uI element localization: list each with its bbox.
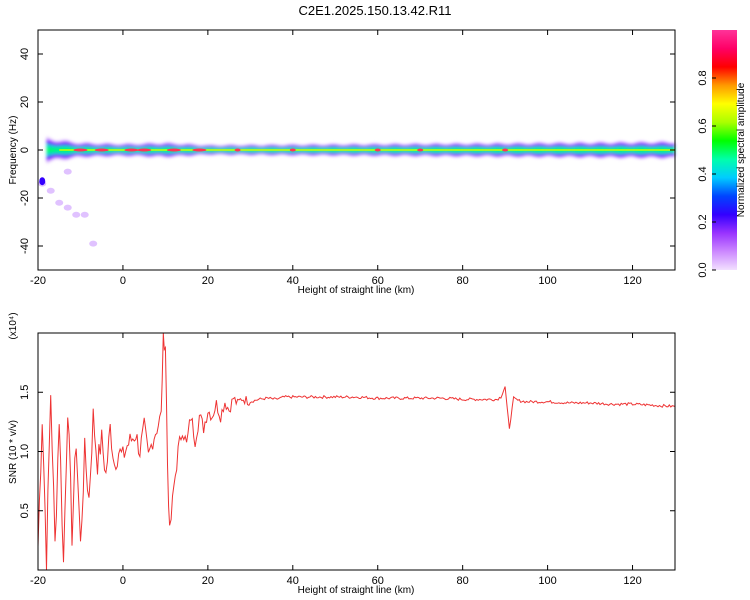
spectrogram-scatter-blob [63, 204, 72, 211]
colorbar-gradient [712, 30, 737, 270]
colorbar-tick-label: 0.2 [697, 214, 709, 229]
spectrogram-scatter-blob [55, 199, 64, 206]
spectrogram-hotspot [192, 148, 207, 152]
spectrogram-hotspot [417, 148, 424, 152]
snr-ytick-label: 0.5 [19, 503, 31, 518]
spectrogram-xtick-label: -20 [30, 275, 46, 287]
spectrogram-scatter-blob [72, 211, 81, 218]
spectrogram-panel: -20 0 20 40 60 80 100 120 -40 -20 0 20 40 Height of … [8, 29, 676, 296]
spectrogram-xtick-label: 100 [538, 275, 556, 287]
snr-series-line [37, 332, 676, 571]
spectrogram-scatter-blob [80, 211, 89, 218]
snr-ytick-label: 1.0 [19, 444, 31, 459]
snr-xtick-label: 120 [623, 575, 641, 587]
spectrogram-hotspot [166, 148, 181, 152]
snr-xtick-label: 60 [372, 575, 384, 587]
spectrogram-xtick-label: 0 [120, 275, 126, 287]
snr-xtick-label: 40 [287, 575, 299, 587]
snr-xtick-label: 0 [120, 575, 126, 587]
spectrogram-hotspot [374, 148, 381, 152]
snr-ticks: -20 0 20 40 60 80 100 120 0.5 1.0 1.5 [19, 333, 675, 587]
snr-xtick-label: 100 [538, 575, 556, 587]
snr-xtick-label: 80 [457, 575, 469, 587]
colorbar: 0.0 0.2 0.4 0.6 0.8 Normalized spectral ampl… [697, 30, 747, 278]
spectrogram-hotspot [137, 148, 152, 152]
spectrogram-hotspot [289, 148, 296, 152]
spectrogram-ylabel: Frequency (Hz) [8, 116, 19, 185]
colorbar-tick-label: 0.8 [697, 70, 709, 85]
spectrogram-xtick-label: 40 [287, 275, 299, 287]
chart-title: C2E1.2025.150.13.42.R11 [299, 3, 452, 18]
spectrogram-xtick-label: 80 [457, 275, 469, 287]
snr-xlabel: Height of straight line (km) [298, 585, 415, 596]
spectrogram-ytick-label: -40 [19, 238, 31, 254]
colorbar-tick-label: 0.6 [697, 118, 709, 133]
spectrogram-xtick-label: 60 [372, 275, 384, 287]
colorbar-label: Normalized spectral amplitude [736, 82, 747, 217]
spectrogram-hotspot [94, 148, 109, 152]
spectrogram-xlabel: Height of straight line (km) [298, 285, 415, 296]
snr-xtick-label: 20 [202, 575, 214, 587]
spectrogram-scatter-blob [39, 177, 46, 186]
spectrogram-scatter-blob [89, 240, 98, 247]
spectrogram-xtick-label: 120 [623, 275, 641, 287]
snr-panel: -20 0 20 40 60 80 100 120 0.5 1.0 1.5 Height of st… [8, 312, 676, 596]
snr-ytick-label: 1.5 [19, 385, 31, 400]
spectrogram-ytick-label: 20 [19, 96, 31, 108]
spectrogram-ytick-label: 0 [19, 147, 31, 153]
spectrogram-ticks: -20 0 20 40 60 80 100 120 -40 -20 0 20 40 [19, 30, 675, 287]
spectrogram-scatter-blob [46, 187, 55, 194]
spectrogram-heatmap [38, 136, 675, 247]
colorbar-tick-label: 0.0 [697, 262, 709, 277]
spectrogram-ytick-label: 40 [19, 48, 31, 60]
snr-ylabel: SNR (10 * v/v) [8, 420, 19, 484]
spectrogram-scatter-blob [63, 168, 72, 175]
snr-multiplier: (x10⁴) [8, 312, 19, 339]
spectrogram-hotspot [124, 148, 139, 152]
colorbar-tick-label: 0.4 [697, 166, 709, 181]
colorbar-ticks: 0.0 0.2 0.4 0.6 0.8 [697, 70, 716, 278]
spectrogram-ytick-label: -20 [19, 190, 31, 206]
spectrogram-hotspot [73, 148, 88, 152]
spectrogram-xtick-label: 20 [202, 275, 214, 287]
spectrogram-hotspot [502, 148, 509, 152]
snr-xtick-label: -20 [30, 575, 46, 587]
snr-background [38, 333, 675, 570]
spectrogram-hotspot [234, 148, 241, 152]
